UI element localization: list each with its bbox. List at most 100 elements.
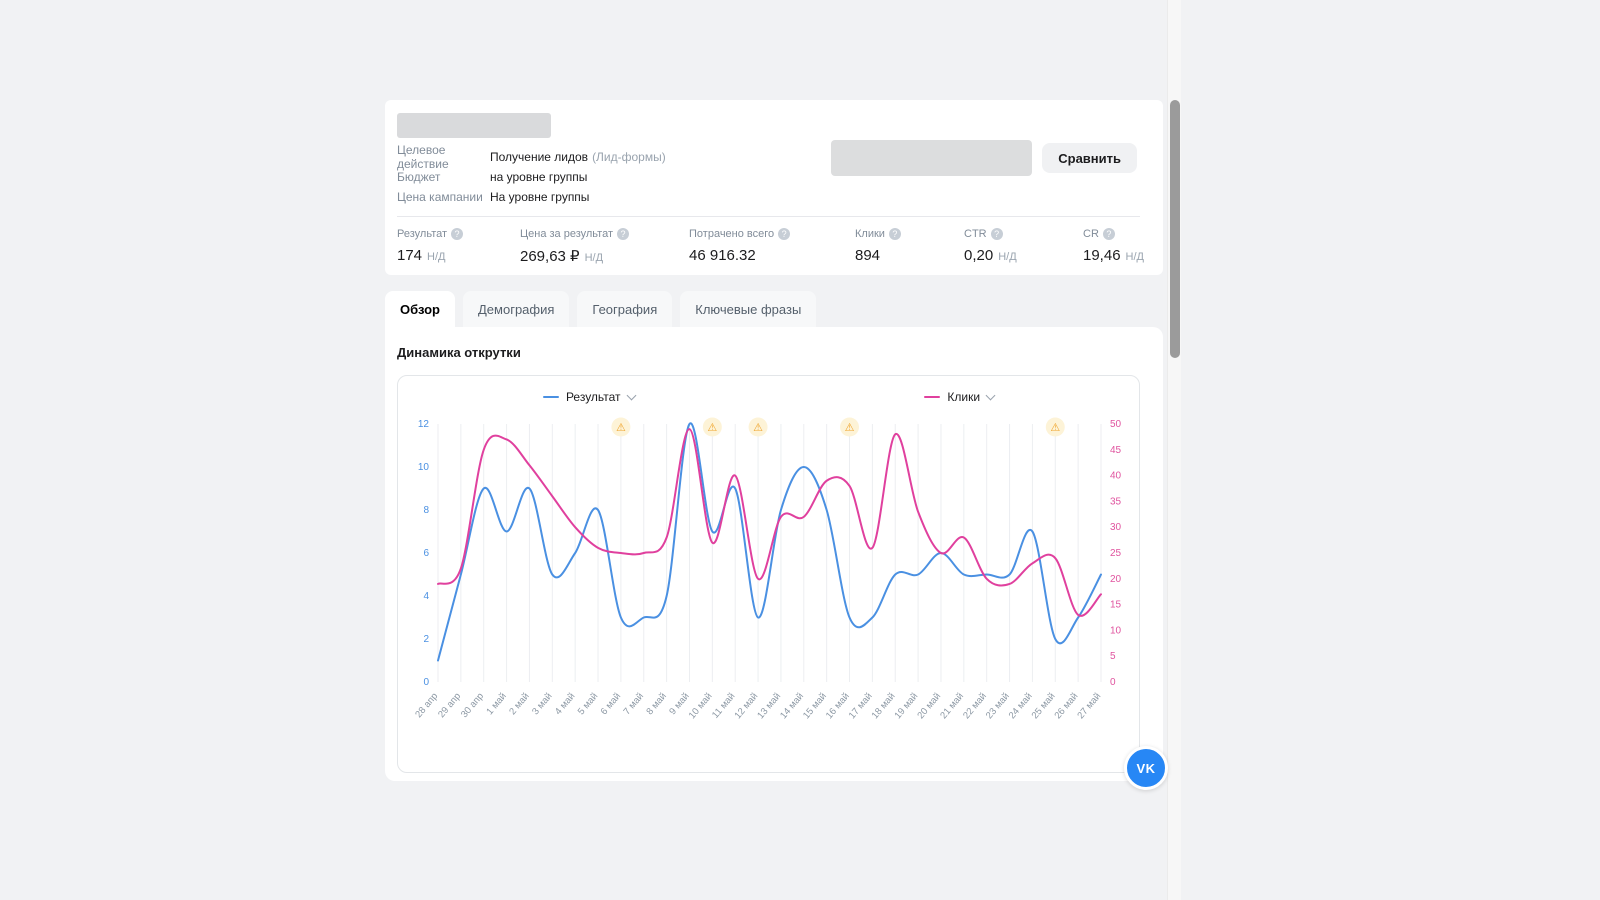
svg-text:12 май: 12 май — [732, 691, 760, 721]
stat-label: CTR — [964, 228, 987, 240]
stat-value: 19,46 — [1083, 247, 1121, 264]
svg-text:25 май: 25 май — [1030, 691, 1058, 721]
svg-text:27 май: 27 май — [1075, 691, 1103, 721]
svg-text:23 май: 23 май — [984, 691, 1012, 721]
warning-icon: ⚠ — [748, 417, 768, 437]
campaign-name-placeholder — [397, 113, 551, 138]
header-right-controls: Сравнить — [831, 140, 1137, 176]
info-label: Целевое действие — [397, 143, 449, 171]
tab-overview[interactable]: Обзор — [385, 291, 455, 327]
clicks-line-swatch — [924, 396, 941, 398]
stat-block-spent-total: Потрачено всего? 46 916.32 — [689, 228, 855, 265]
info-value-suffix: (Лид-формы) — [592, 150, 666, 164]
help-icon[interactable]: ? — [888, 228, 901, 240]
chevron-down-icon — [985, 390, 996, 400]
warning-icon: ⚠ — [611, 417, 631, 437]
info-value: На уровне группы — [490, 190, 590, 204]
stat-block-cost-per-result: Цена за результат? 269,63 ₽ Н/Д — [520, 228, 689, 265]
help-icon[interactable]: ? — [451, 228, 464, 240]
stat-block-clicks: Клики? 894 — [855, 228, 964, 265]
legend-clicks-dropdown[interactable]: Клики — [924, 390, 996, 404]
chevron-down-icon — [626, 390, 636, 400]
svg-text:24 май: 24 май — [1007, 691, 1035, 721]
campaign-summary-card: Целевое действие Получение лидов (Лид-фо… — [385, 100, 1163, 275]
svg-text:35: 35 — [1110, 496, 1122, 507]
info-label: Бюджет — [397, 170, 441, 184]
svg-text:10: 10 — [418, 462, 430, 473]
svg-text:20: 20 — [1110, 574, 1122, 585]
svg-text:40: 40 — [1110, 471, 1122, 482]
stat-block-cr: CR? 19,46 Н/Д — [1083, 228, 1144, 265]
stat-label: Цена за результат — [520, 228, 614, 240]
svg-text:8 май: 8 май — [644, 691, 669, 717]
chart-legend: Результат Клики — [398, 384, 1139, 410]
tab-bar: Обзор Демография География Ключевые фраз… — [385, 291, 1163, 327]
help-icon[interactable]: ? — [778, 228, 791, 240]
overview-content: Динамика открутки Результат Клики 0 2 4 6 8 1… — [385, 327, 1163, 781]
warning-icon: ⚠ — [1045, 417, 1065, 437]
svg-text:10: 10 — [1110, 625, 1122, 636]
warning-icon: ⚠ — [702, 417, 722, 437]
stat-unit: Н/Д — [427, 251, 446, 263]
scrollbar-track[interactable] — [1167, 0, 1181, 900]
stat-label: Результат — [397, 228, 448, 240]
svg-text:⚠: ⚠ — [707, 422, 717, 434]
svg-text:18 май: 18 май — [870, 691, 898, 721]
tab-keywords[interactable]: Ключевые фразы — [680, 291, 817, 327]
warning-icon: ⚠ — [840, 417, 860, 437]
result-line-swatch — [542, 396, 559, 398]
svg-text:45: 45 — [1110, 445, 1122, 456]
chart-card: Результат Клики 0 2 4 6 8 10 12 0 5 10 15 20 25 30 35 4… — [397, 375, 1140, 773]
svg-text:⚠: ⚠ — [845, 422, 855, 434]
campaign-info: Целевое действие Получение лидов (Лид-фо… — [397, 143, 1163, 207]
svg-text:29 апр: 29 апр — [436, 691, 463, 720]
svg-text:⚠: ⚠ — [616, 422, 626, 434]
svg-text:30 апр: 30 апр — [459, 691, 486, 720]
info-value: на уровне группы — [490, 170, 588, 184]
svg-text:4 май: 4 май — [553, 691, 578, 717]
svg-text:21 май: 21 май — [938, 691, 966, 721]
stat-value: 174 — [397, 247, 423, 264]
svg-text:8: 8 — [423, 505, 429, 516]
svg-text:28 апр: 28 апр — [413, 691, 440, 720]
scrollbar-thumb[interactable] — [1170, 100, 1180, 358]
stat-unit: Н/Д — [1125, 251, 1144, 263]
svg-text:17 май: 17 май — [847, 691, 875, 721]
help-icon[interactable]: ? — [617, 228, 630, 240]
svg-text:26 май: 26 май — [1053, 691, 1081, 721]
svg-text:15 май: 15 май — [801, 691, 829, 721]
svg-text:5 май: 5 май — [576, 691, 601, 717]
tab-demography[interactable]: Демография — [463, 291, 570, 327]
stat-unit: Н/Д — [584, 252, 604, 264]
section-title: Динамика открутки — [397, 345, 521, 360]
svg-text:1 май: 1 май — [484, 691, 509, 717]
svg-text:12: 12 — [418, 419, 430, 430]
stats-row: Результат? 174 Н/Д Цена за результат? 269… — [397, 217, 1163, 265]
tab-geography[interactable]: География — [577, 291, 673, 327]
info-label: Цена кампании — [397, 190, 483, 204]
stat-block-ctr: CTR? 0,20 Н/Д — [964, 228, 1083, 265]
svg-text:10 май: 10 май — [687, 691, 715, 721]
svg-text:4: 4 — [423, 591, 429, 602]
svg-text:0: 0 — [1110, 677, 1116, 688]
divider — [397, 216, 1140, 217]
stat-unit: Н/Д — [998, 251, 1017, 263]
svg-text:6 май: 6 май — [599, 691, 624, 717]
svg-text:5: 5 — [1110, 651, 1116, 662]
svg-text:30: 30 — [1110, 522, 1122, 533]
legend-label: Клики — [947, 390, 981, 404]
legend-result-dropdown[interactable]: Результат — [542, 390, 636, 404]
compare-button[interactable]: Сравнить — [1042, 143, 1137, 173]
vk-support-button[interactable]: VK — [1124, 746, 1168, 790]
svg-text:3 май: 3 май — [530, 691, 555, 717]
redacted-selector-placeholder[interactable] — [831, 140, 1033, 176]
legend-label: Результат — [565, 390, 621, 404]
stat-label: Потрачено всего — [689, 228, 775, 240]
svg-text:15: 15 — [1110, 600, 1122, 611]
svg-text:⚠: ⚠ — [1050, 422, 1060, 434]
campaign-info-row: Целевое действие Получение лидов (Лид-фо… — [397, 143, 1163, 171]
help-icon[interactable]: ? — [990, 228, 1003, 240]
help-icon[interactable]: ? — [1102, 228, 1115, 240]
svg-text:19 май: 19 май — [892, 691, 920, 721]
